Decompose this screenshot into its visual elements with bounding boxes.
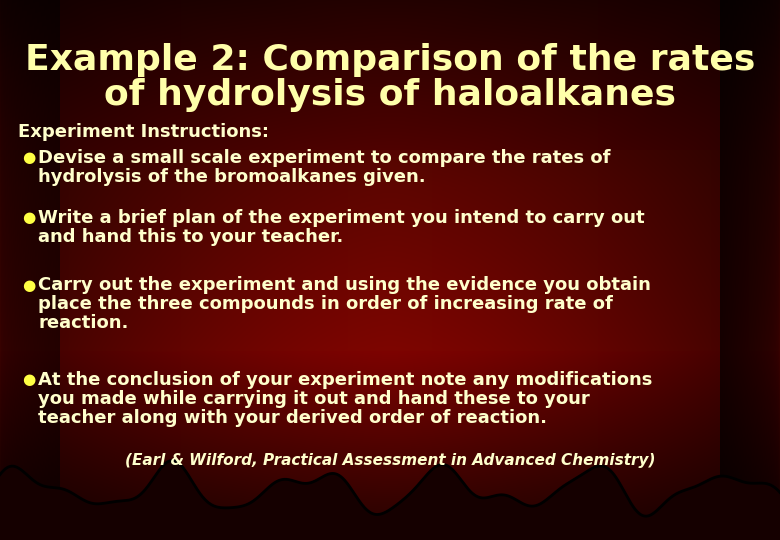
Text: teacher along with your derived order of reaction.: teacher along with your derived order of… — [38, 409, 547, 427]
Text: Devise a small scale experiment to compare the rates of: Devise a small scale experiment to compa… — [38, 149, 611, 167]
Text: and hand this to your teacher.: and hand this to your teacher. — [38, 228, 343, 246]
Text: Experiment Instructions:: Experiment Instructions: — [18, 123, 269, 141]
Text: you made while carrying it out and hand these to your: you made while carrying it out and hand … — [38, 390, 590, 408]
Text: (Earl & Wilford, Practical Assessment in Advanced Chemistry): (Earl & Wilford, Practical Assessment in… — [125, 453, 655, 468]
Text: hydrolysis of the bromoalkanes given.: hydrolysis of the bromoalkanes given. — [38, 168, 426, 186]
Text: of hydrolysis of haloalkanes: of hydrolysis of haloalkanes — [104, 78, 676, 112]
Text: reaction.: reaction. — [38, 314, 129, 332]
Text: Example 2: Comparison of the rates: Example 2: Comparison of the rates — [25, 43, 755, 77]
Text: Carry out the experiment and using the evidence you obtain: Carry out the experiment and using the e… — [38, 276, 651, 294]
Text: At the conclusion of your experiment note any modifications: At the conclusion of your experiment not… — [38, 371, 652, 389]
Text: ●: ● — [22, 151, 35, 165]
Text: ●: ● — [22, 211, 35, 226]
Text: ●: ● — [22, 278, 35, 293]
Text: place the three compounds in order of increasing rate of: place the three compounds in order of in… — [38, 295, 613, 313]
Text: ●: ● — [22, 373, 35, 388]
Text: Write a brief plan of the experiment you intend to carry out: Write a brief plan of the experiment you… — [38, 209, 644, 227]
